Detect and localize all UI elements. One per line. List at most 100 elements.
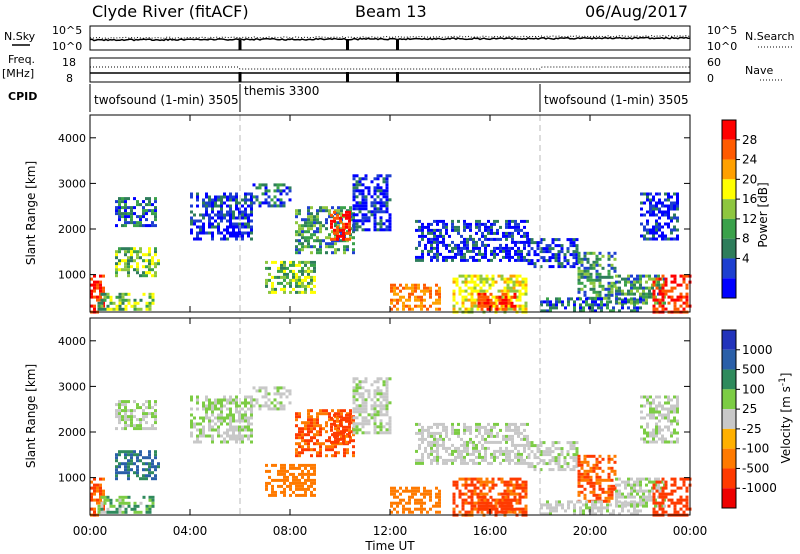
heatmap-cell <box>489 304 493 308</box>
heatmap-cell <box>288 189 292 193</box>
heatmap-cell <box>148 471 151 475</box>
heatmap-cell <box>467 501 471 505</box>
heatmap-cell <box>151 459 154 463</box>
heatmap-cell <box>118 450 121 454</box>
heatmap-cell <box>115 224 118 228</box>
heatmap-cell <box>652 407 655 411</box>
heatmap-cell <box>345 210 348 214</box>
heatmap-cell <box>139 298 143 302</box>
heatmap-cell <box>393 507 396 511</box>
heatmap-cell <box>621 509 624 513</box>
heatmap-cell <box>348 228 351 232</box>
heatmap-cell <box>265 278 268 282</box>
heatmap-cell <box>97 510 101 514</box>
colorbar-tick-label: 16 <box>742 192 757 206</box>
heatmap-cell <box>346 248 349 252</box>
heatmap-cell <box>139 247 142 251</box>
heatmap-cell <box>145 427 148 431</box>
heatmap-cell <box>448 446 451 450</box>
heatmap-cell <box>670 422 673 426</box>
heatmap-cell <box>543 309 546 313</box>
heatmap-cell <box>486 301 490 305</box>
heatmap-cell <box>521 304 525 308</box>
heatmap-cell <box>418 443 421 447</box>
heatmap-cell <box>457 225 460 229</box>
heatmap-cell <box>333 231 336 235</box>
heatmap-cell <box>151 301 155 305</box>
heatmap-cell <box>469 437 472 441</box>
heatmap-cell <box>652 304 656 308</box>
heatmap-cell <box>514 225 517 229</box>
heatmap-cell <box>438 301 441 305</box>
heatmap-cell <box>345 434 348 438</box>
heatmap-cell <box>408 304 411 308</box>
heatmap-cell <box>577 481 581 485</box>
heatmap-cell <box>457 449 460 453</box>
heatmap-cell <box>676 486 680 490</box>
heatmap-cell <box>301 430 304 434</box>
heatmap-cell <box>325 412 328 416</box>
heatmap-cell <box>478 461 481 465</box>
heatmap-cell <box>250 210 253 214</box>
heatmap-cell <box>487 228 490 232</box>
heatmap-cell <box>304 463 307 467</box>
heatmap-cell <box>298 442 301 446</box>
heatmap-cell <box>379 192 383 196</box>
heatmap-cell <box>601 275 605 279</box>
heatmap-cell <box>268 290 271 294</box>
heatmap-cell <box>451 246 454 250</box>
heatmap-cell <box>115 471 118 475</box>
heatmap-cell <box>658 428 661 432</box>
heatmap-cell <box>433 422 436 426</box>
heatmap-cell <box>217 416 220 420</box>
beam-title: Beam 13 <box>355 2 427 21</box>
heatmap-cell <box>475 455 478 459</box>
heatmap-cell <box>496 422 499 426</box>
heatmap-cell <box>530 465 534 469</box>
heatmap-cell <box>267 201 271 205</box>
heatmap-cell <box>408 498 411 502</box>
heatmap-cell <box>414 295 417 299</box>
heatmap-cell <box>645 495 648 499</box>
heatmap-cell <box>118 498 122 502</box>
heatmap-cell <box>646 237 649 241</box>
heatmap-cell <box>235 216 238 220</box>
heatmap-cell <box>458 489 462 493</box>
heatmap-cell <box>310 424 313 428</box>
heatmap-cell <box>607 475 611 479</box>
heatmap-cell <box>136 427 139 431</box>
heatmap-cell <box>470 280 474 284</box>
heatmap-cell <box>592 493 596 497</box>
heatmap-cell <box>283 466 286 470</box>
heatmap-cell <box>646 219 649 223</box>
heatmap-cell <box>563 256 567 260</box>
heatmap-cell <box>508 258 511 262</box>
heatmap-cell <box>682 477 686 481</box>
heatmap-cell <box>247 416 250 420</box>
heatmap-cell <box>433 449 436 453</box>
heatmap-cell <box>229 195 232 199</box>
heatmap-cell <box>316 433 319 437</box>
heatmap-cell <box>483 507 487 511</box>
heatmap-cell <box>310 409 313 413</box>
heatmap-cell <box>310 421 313 425</box>
heatmap-cell <box>373 410 377 414</box>
heatmap-cell <box>418 225 421 229</box>
heatmap-cell <box>682 277 686 281</box>
heatmap-cell <box>379 413 383 417</box>
heatmap-cell <box>598 481 602 485</box>
heatmap-cell <box>580 472 584 476</box>
heatmap-cell <box>475 222 478 226</box>
heatmap-cell <box>670 407 673 411</box>
heatmap-cell <box>333 413 336 417</box>
heatmap-cell <box>133 301 137 305</box>
heatmap-cell <box>340 209 343 213</box>
heatmap-cell <box>555 300 558 304</box>
heatmap-cell <box>373 422 377 426</box>
heatmap-cell <box>621 503 624 507</box>
heatmap-cell <box>442 258 445 262</box>
heatmap-cell <box>370 383 374 387</box>
heatmap-cell <box>364 422 368 426</box>
heatmap-cell <box>583 478 587 482</box>
heatmap-cell <box>358 183 362 187</box>
